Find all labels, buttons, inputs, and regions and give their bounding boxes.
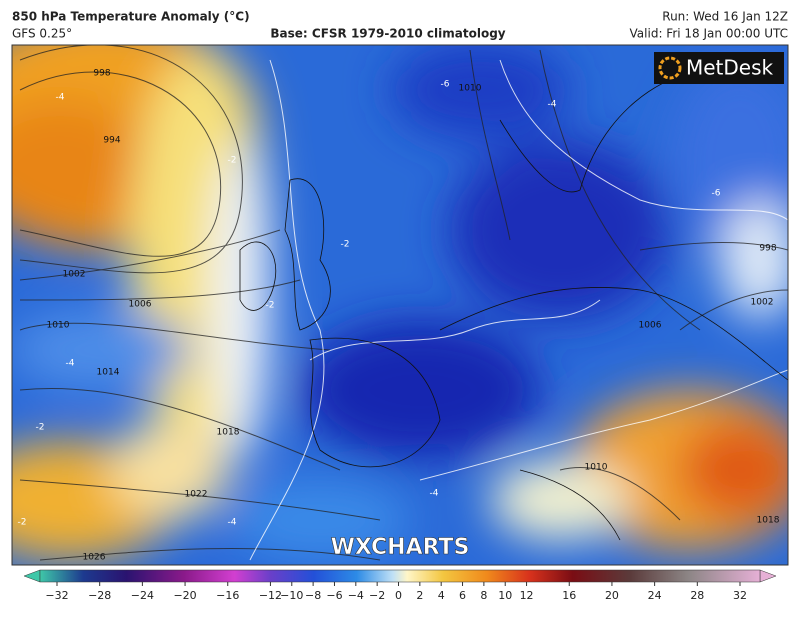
- anomaly-label: -2: [36, 423, 45, 433]
- anomaly-label: -2: [18, 518, 27, 528]
- contour-labels: 998 994 1002 1006 1010 1014 1018 1022 1026 1010 99…: [18, 69, 780, 563]
- colorbar-tick-label: 32: [733, 589, 747, 602]
- isobar-label: 1002: [63, 270, 86, 280]
- colorbar-tick-label: 24: [648, 589, 662, 602]
- anomaly-label: -4: [56, 93, 65, 103]
- title: 850 hPa Temperature Anomaly (°C): [12, 10, 250, 24]
- colorbar: −32 −28 −24 −20 −16 −12−10 −8 −6 −4 −2 0 2 4 6 8 10 12 16…: [23, 569, 777, 602]
- colorbar-tick-label: −16: [216, 589, 239, 602]
- isobar-label: 1006: [639, 321, 662, 331]
- anomaly-label: -4: [548, 100, 557, 110]
- colorbar-tick-label: −32: [45, 589, 68, 602]
- colorbar-min-arrow: [23, 569, 41, 583]
- isobar-label: 1010: [585, 463, 608, 473]
- anomaly-field: [12, 45, 788, 560]
- logo-box: [654, 52, 784, 84]
- run: Run: Wed 16 Jan 12Z: [662, 10, 788, 24]
- colorbar-tick-label: −4: [348, 589, 364, 602]
- isobar-label: 1026: [83, 553, 106, 563]
- isobar-label: 998: [93, 69, 110, 79]
- isobars: [19, 45, 788, 561]
- colorbar-tick-label: 16: [562, 589, 576, 602]
- colorbar-tick-label: −20: [173, 589, 196, 602]
- anomaly-label: -4: [430, 489, 439, 499]
- colorbar-tick-label: 4: [438, 589, 445, 602]
- colorbar-tick-label: −8: [305, 589, 321, 602]
- coastlines: [239, 69, 788, 541]
- colorbar-tick-label: −12: [259, 589, 282, 602]
- colorbar-tick-label: 28: [690, 589, 704, 602]
- anomaly-label: -2: [266, 301, 275, 311]
- colorbar-tick-label: −24: [131, 589, 154, 602]
- colorbar-bar: [39, 569, 761, 583]
- isobar-label: 1002: [751, 298, 774, 308]
- anomaly-label: -4: [228, 518, 237, 528]
- colorbar-tick-label: 10: [498, 589, 512, 602]
- colorbar-tick-label: −28: [88, 589, 111, 602]
- model: GFS 0.25°: [12, 27, 72, 41]
- logo-icon: [658, 56, 682, 80]
- colorbar-tick-label: 20: [605, 589, 619, 602]
- logo: MetDesk: [686, 56, 774, 80]
- isobar-label: 998: [759, 244, 776, 254]
- isobar-label: 994: [103, 136, 120, 146]
- anomaly-label: -2: [228, 156, 237, 166]
- anomaly-label: -6: [441, 80, 450, 90]
- anomaly-contours: [249, 59, 788, 561]
- anomaly-label: -2: [341, 240, 350, 250]
- map: 998 994 1002 1006 1010 1014 1018 1022 1026 1010 99…: [12, 45, 788, 565]
- colorbar-tick-label: 0: [395, 589, 402, 602]
- colorbar-tick-label: 12: [520, 589, 534, 602]
- colorbar-tick-label: 8: [480, 589, 487, 602]
- colorbar-tick-label: −2: [369, 589, 385, 602]
- watermark: WXCHARTS: [331, 535, 470, 560]
- isobar-label: 1018: [757, 516, 780, 526]
- isobar-label: 1014: [97, 368, 120, 378]
- isobar-label: 1010: [47, 321, 70, 331]
- map-frame: [11, 44, 789, 566]
- colorbar-tick-label: 2: [416, 589, 423, 602]
- anomaly-label: -6: [712, 189, 721, 199]
- base: Base: CFSR 1979-2010 climatology: [270, 27, 505, 41]
- isobar-label: 1010: [459, 84, 482, 94]
- isobar-label: 1022: [185, 490, 208, 500]
- isobar-label: 1006: [129, 300, 152, 310]
- isobar-label: 1018: [217, 428, 240, 438]
- anomaly-label: -4: [66, 359, 75, 369]
- colorbar-tick-label: 6: [459, 589, 466, 602]
- valid-time: Valid: Fri 18 Jan 00:00 UTC: [630, 27, 788, 41]
- colorbar-max-arrow: [759, 569, 777, 583]
- colorbar-tick-label: −6: [326, 589, 342, 602]
- colorbar-tick-label: −10: [280, 589, 303, 602]
